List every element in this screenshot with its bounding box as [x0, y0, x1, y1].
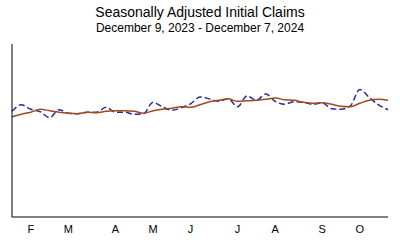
svg-text:J: J [235, 223, 241, 235]
svg-text:S: S [319, 223, 326, 235]
svg-text:J: J [188, 223, 194, 235]
svg-text:F: F [27, 223, 34, 235]
svg-text:M: M [148, 223, 157, 235]
svg-text:A: A [272, 223, 280, 235]
svg-text:A: A [112, 223, 120, 235]
svg-text:M: M [64, 223, 73, 235]
html-text:December 9, 2023 - December 7,: December 9, 2023 - December 7, 2024 [95, 21, 305, 35]
svg-text:O: O [356, 223, 365, 235]
html-text:Seasonally Adjusted Initial Cl: Seasonally Adjusted Initial Claims [95, 4, 305, 20]
